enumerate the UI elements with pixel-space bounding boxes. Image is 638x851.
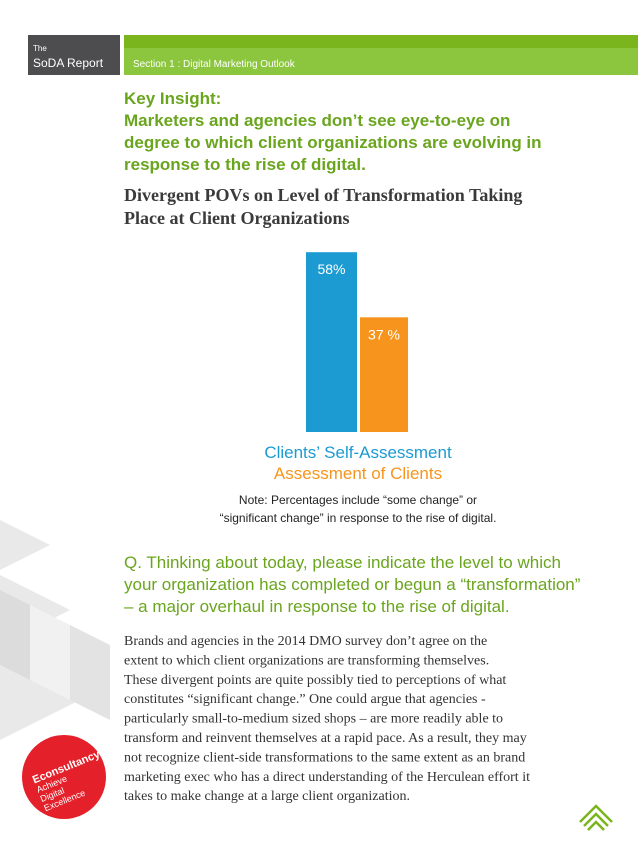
key-insight-line: Marketers and agencies don’t see eye-to-… [124,111,510,130]
question-line: – a major overhaul in response to the ri… [124,597,510,616]
question-line: your organization has completed or begun… [124,575,581,594]
chart-title-line: Divergent POVs on Level of Transformatio… [124,185,522,205]
question-line: Q. Thinking about today, please indicate… [124,553,561,572]
body-line: Brands and agencies in the 2014 DMO surv… [124,634,487,649]
body-line: transform and reinvent themselves at a r… [124,731,527,746]
key-insight-line: degree to which client organizations are… [124,133,542,152]
bar [306,252,357,432]
header-green-band [124,48,638,75]
logo-circle [22,735,106,819]
header-left-block [28,35,120,75]
key-insight-line: Key Insight: [124,89,221,108]
corner-icon [579,804,613,831]
chart-title-line: Place at Client Organizations [124,208,349,228]
value-label: 58% [317,261,345,277]
body-line: extent to which client organizations are… [124,653,489,668]
key-insight-line: response to the rise of digital. [124,155,366,174]
header-report: SoDA Report [33,56,104,70]
bar [360,317,408,432]
chart-note-line: “significant change” in response to the … [220,511,497,525]
body-line: These divergent points are quite possibl… [124,673,506,688]
body-line: particularly small-to-medium sized shops… [124,712,503,727]
body-line: not recognize client-side transformation… [124,750,525,765]
legend-entry: Clients’ Self-Assessment [264,443,452,462]
legend-entry: Assessment of Clients [274,464,442,483]
value-label: 37 % [368,326,400,342]
decor-chevrons [0,520,110,740]
header-section: Section 1 : Digital Marketing Outlook [133,59,296,70]
header-kicker: The [33,44,47,53]
body-line: marketing exec who has a direct understa… [124,770,530,785]
body-line: constitutes “significant change.” One co… [124,692,486,707]
chart-note-line: Note: Percentages include “some change” … [239,493,477,507]
body-line: takes to make change at a large client o… [124,789,410,804]
